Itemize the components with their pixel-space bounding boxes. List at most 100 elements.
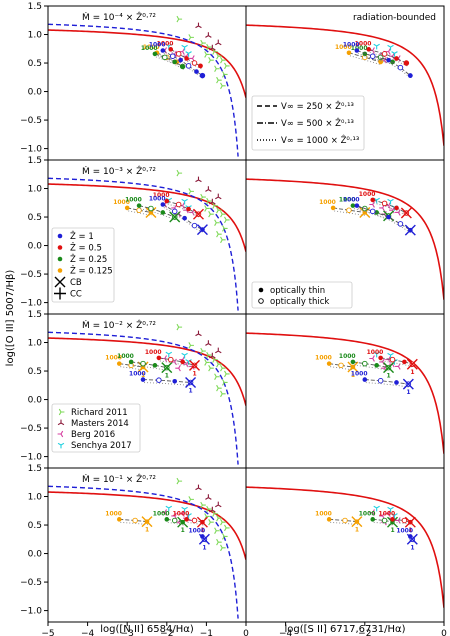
- track-green-wind-line: [131, 361, 167, 369]
- obs-masters2014-point: [209, 506, 216, 513]
- track-green-point: [381, 517, 388, 524]
- x-tick-label: 0: [441, 629, 447, 636]
- track-red-point: [184, 517, 189, 522]
- obs-richard2011-point: [188, 188, 194, 195]
- panel-title-3: Ṁ = 10⁻² × Ẑ⁰·⁷²: [82, 319, 156, 331]
- track-green-wind-line-dotted: [139, 208, 176, 221]
- legend-label: Berg 2016: [71, 430, 115, 440]
- track-red-wind-line: [158, 357, 195, 366]
- y-tick-label: 0.5: [28, 521, 42, 531]
- track-red-wind-line: [166, 200, 199, 215]
- track-red-number-label: 1: [200, 527, 204, 534]
- track-green-point: [350, 359, 356, 365]
- legend-label: Ẑ = 0.125: [70, 265, 113, 277]
- legend-marker: [57, 233, 63, 239]
- track-green-number-label: 1000: [351, 45, 368, 52]
- track-red-number-label: 1000: [145, 349, 162, 356]
- track-blue-number-label: 1000: [149, 195, 166, 202]
- panel-frame: [245, 467, 445, 623]
- y-tick-label: −0.5: [20, 270, 42, 280]
- obs-richard2011-point: [188, 342, 194, 349]
- y-axis-label: log([O III] 5007/Hβ): [5, 270, 16, 367]
- y-tick-label: 1.0: [28, 493, 43, 503]
- obs-richard2011-point: [206, 351, 212, 359]
- track-blue-point: [386, 214, 391, 220]
- track-red-cb-marker: [189, 359, 201, 371]
- track-red-point: [175, 51, 182, 57]
- track-blue-number-label: 1000: [396, 527, 413, 534]
- kauffmann-curve: [48, 331, 239, 465]
- obs-richard2011-point: [220, 544, 226, 552]
- legend-marker: [57, 430, 64, 438]
- obs-richard2011-point: [220, 390, 226, 398]
- obs-richard2011-point: [220, 82, 226, 90]
- track-blue-point: [185, 63, 192, 69]
- x-axis-label-sii: log([S II] 6717,6731/Hα): [284, 624, 405, 635]
- obs-berg2016-point: [369, 201, 375, 208]
- track-orange-number-label: 1000: [315, 510, 332, 517]
- track-blue-wind-line-dotted: [357, 208, 412, 234]
- track-green-point: [362, 360, 368, 367]
- track-blue-wind-line-dotted: [144, 382, 192, 386]
- track-blue-point: [354, 203, 360, 208]
- track-blue-number-label: 1000: [343, 41, 360, 48]
- track-green-number-label: 1: [387, 373, 391, 380]
- legend-marker: [54, 276, 66, 288]
- track-blue-point: [394, 380, 399, 385]
- track-orange-number-label: 1000: [143, 44, 160, 51]
- track-green-cb-marker: [161, 362, 173, 374]
- track-red-number-label: 1000: [379, 510, 396, 517]
- track-green-point: [136, 203, 142, 208]
- panel-title-1: Ṁ = 10⁻⁴ × Ẑ⁰·⁷²: [82, 11, 156, 23]
- track-blue-point: [397, 64, 404, 71]
- track-green-cb-marker: [180, 64, 185, 69]
- obs-richard2011-point: [224, 524, 230, 532]
- track-blue-point: [369, 53, 376, 59]
- track-green-number-label: 1000: [339, 353, 356, 360]
- track-orange-number-label: 1000: [315, 355, 332, 362]
- kauffmann-curve: [48, 177, 239, 311]
- track-red-cb-marker: [400, 207, 412, 219]
- track-blue-wind-line-dotted: [163, 207, 204, 233]
- kewley-curve: [246, 332, 444, 454]
- track-blue-point: [377, 377, 384, 384]
- track-orange-number-label: 1: [355, 527, 359, 534]
- track-red-cb-marker: [196, 516, 208, 528]
- obs-senchya2017-point: [181, 506, 188, 513]
- track-orange-point: [116, 517, 122, 522]
- track-red-wind-line-dotted: [159, 360, 196, 369]
- track-green-number-label: 1000: [125, 197, 142, 204]
- track-orange-number-label: 1000: [113, 199, 130, 206]
- panel-frame: [245, 313, 445, 469]
- track-green-wind-line-dotted: [155, 56, 184, 70]
- track-green-point: [171, 517, 178, 524]
- track-orange-cb-marker: [351, 516, 363, 528]
- obs-richard2011-point: [216, 360, 222, 368]
- kewley-curve: [246, 486, 444, 608]
- track-orange-point: [346, 207, 352, 213]
- track-orange-point: [326, 361, 332, 366]
- y-tick-label: −0.5: [20, 116, 42, 126]
- obs-richard2011-point: [214, 219, 220, 226]
- y-tick-label: −0.5: [20, 578, 42, 588]
- legend-label: V∞ = 1000 × Ẑ⁰·¹³: [281, 134, 359, 146]
- obs-richard2011-point: [176, 169, 183, 177]
- track-red-point: [366, 47, 372, 52]
- obs-richard2011-point: [214, 373, 220, 380]
- track-blue-cb-marker: [404, 224, 416, 236]
- obs-richard2011-point: [208, 56, 214, 64]
- obs-senchya2017-point: [181, 44, 188, 51]
- track-green-number-label: 1000: [117, 353, 134, 360]
- legend-label: CB: [70, 278, 82, 288]
- track-orange-cb-marker: [141, 516, 153, 528]
- track-blue-wind-line-dotted: [357, 53, 412, 79]
- track-blue-cb-marker: [198, 533, 210, 545]
- track-red-number-label: 1000: [157, 40, 174, 47]
- obs-berg2016-point: [395, 363, 401, 370]
- obs-senchya2017-point: [387, 44, 394, 51]
- track-orange-wind-line-dotted: [349, 55, 382, 66]
- track-green-number-label: 1000: [359, 510, 376, 517]
